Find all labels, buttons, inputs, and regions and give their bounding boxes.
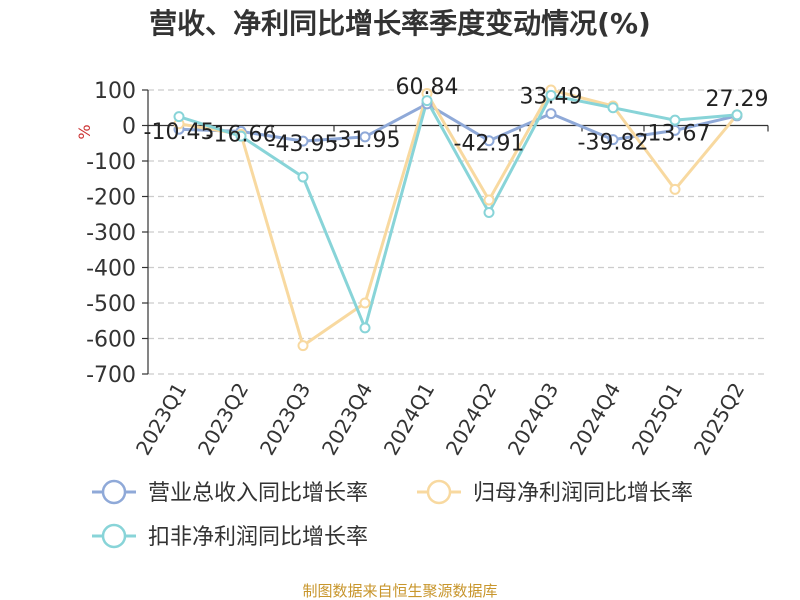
series-line-2 [178,93,738,330]
data-labels: -10.45-16.66-43.95-31.95 60.84 -42.91 33.49… [144,75,769,157]
data-label: -16.66 [206,122,277,147]
x-tick-label: 2025Q2 [689,379,749,460]
legend-label: 归母净利润同比增长率 [473,481,693,506]
x-tick-label: 2023Q1 [131,379,191,460]
series-1-point [483,194,495,206]
legend-item-1: 归母净利润同比增长率 [417,479,693,506]
legend-label: 营业总收入同比增长率 [148,481,368,506]
legend-item-0: 营业总收入同比增长率 [92,479,368,506]
series-2-point [483,206,495,218]
series-1-point [669,183,681,195]
series-group [173,84,743,352]
legend-marker [101,523,127,549]
y-tick-label: 100 [94,79,136,104]
x-tick-label: 2023Q4 [317,379,377,460]
series-line-1 [178,88,739,348]
data-label: 27.29 [706,87,769,112]
x-tick-label: 2024Q4 [565,379,625,460]
series-0-point [297,135,309,147]
data-label: -43.95 [268,132,339,157]
y-tick-label: 0 [122,115,136,140]
legend-label: 扣非净利润同比增长率 [148,525,368,550]
series-1-point [359,297,371,309]
legend-marker [101,479,127,505]
y-tick-label: -300 [86,221,136,246]
chart-title: 营收、净利同比增长率季度变动情况(%) [149,7,651,40]
series-0-point [483,135,495,147]
series-2-point [173,111,185,123]
series-line-0 [178,102,738,143]
data-label: -10.45 [144,120,215,145]
y-tick-label: -600 [86,328,136,353]
series-0-point [669,124,681,136]
data-label: 33.49 [520,85,583,110]
legend-item-2: 扣非净利润同比增长率 [92,523,368,550]
series-0-point [359,131,371,143]
y-tick-label: -400 [86,257,136,282]
x-tick-label: 2024Q2 [441,379,501,460]
source-note: 制图数据来自恒生聚源数据库 [302,582,497,600]
series-0-point [545,108,557,120]
y-tick-label: -200 [86,186,136,211]
x-tick-label: 2025Q1 [627,379,687,460]
series-2-point [421,95,433,107]
series-2-point [297,171,309,183]
y-tick-label: -500 [86,292,136,317]
series-0-point [607,134,619,146]
y-axis: 100 0 -100 -200 -300 -400 -500 -600 -700 [86,79,149,388]
x-tick-label: 2024Q3 [503,379,563,460]
series-1-point [297,340,309,352]
x-tick-label: 2023Q2 [193,379,253,460]
series-2-point [545,89,557,101]
y-tick-label: -700 [86,363,136,388]
series-2-point [607,102,619,114]
series-2-point [731,109,743,121]
data-label: -39.82 [578,131,649,156]
data-label: -42.91 [454,132,525,157]
data-label: 60.84 [396,75,459,100]
y-tick-label: -100 [86,150,136,175]
y-axis-unit: % [75,124,94,139]
x-tick-label: 2023Q3 [255,379,315,460]
x-tick-label: 2024Q1 [379,379,439,460]
series-2-point [235,130,247,142]
grid-lines [148,89,768,375]
data-label: -31.95 [330,128,401,153]
series-2-point [359,322,371,334]
x-axis: 2023Q1 2023Q2 2023Q3 2023Q4 2024Q1 2024Q2 2024… [131,124,769,460]
series-2-point [669,114,681,126]
legend-marker [426,479,452,505]
data-label: -13.67 [640,121,711,146]
